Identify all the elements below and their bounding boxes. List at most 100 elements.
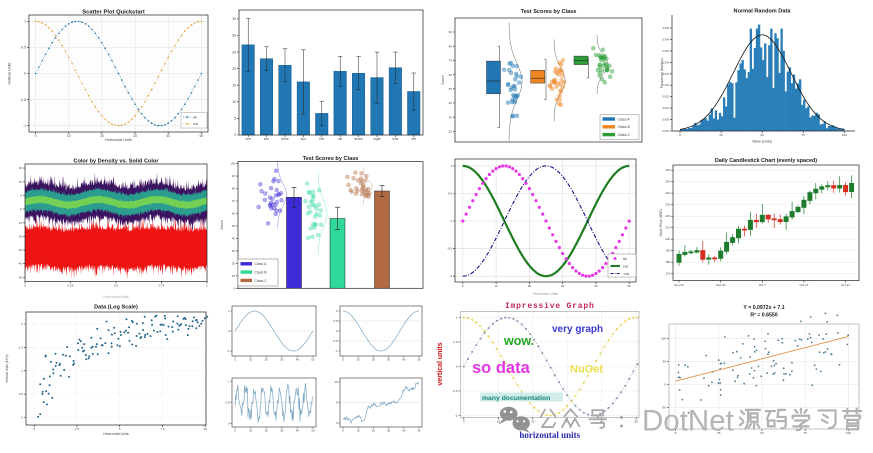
svg-text:nine: nine — [392, 137, 398, 141]
svg-text:Horizontal Units: Horizontal Units — [533, 292, 559, 296]
svg-text:0: 0 — [228, 422, 230, 426]
svg-text:190: 190 — [665, 249, 670, 253]
svg-text:Data (Log Scale): Data (Log Scale) — [94, 305, 138, 311]
svg-text:5: 5 — [20, 193, 22, 197]
svg-text:0.5: 0.5 — [226, 401, 230, 405]
svg-text:-35: -35 — [18, 248, 22, 252]
svg-text:0: 0 — [234, 428, 236, 432]
svg-text:0: 0 — [24, 284, 26, 288]
svg-text:0.045: 0.045 — [663, 26, 670, 30]
svg-text:0.25: 0.25 — [68, 284, 74, 288]
svg-text:Daily Candlestick Chart (evenl: Daily Candlestick Chart (evenly spaced) — [715, 158, 817, 164]
svg-text:two: two — [264, 137, 269, 141]
svg-text:40: 40 — [449, 101, 453, 105]
svg-text:1: 1 — [456, 316, 458, 320]
svg-text:four: four — [301, 137, 307, 141]
svg-text:0.5: 0.5 — [114, 284, 119, 288]
svg-text:Horizontal Units: Horizontal Units — [103, 432, 129, 436]
svg-text:-55: -55 — [18, 275, 22, 279]
svg-text:260: 260 — [665, 168, 670, 172]
svg-text:1.5: 1.5 — [19, 345, 24, 349]
svg-text:0: 0 — [342, 428, 344, 432]
svg-text:Score: Score — [220, 220, 224, 229]
svg-text:0.015: 0.015 — [663, 95, 670, 99]
svg-text:10: 10 — [204, 427, 208, 431]
svg-text:7.5: 7.5 — [160, 427, 165, 431]
svg-text:NuGet: NuGet — [570, 364, 603, 376]
svg-text:0.030: 0.030 — [663, 60, 670, 64]
svg-text:0: 0 — [342, 357, 344, 361]
svg-text:Class B: Class B — [255, 271, 268, 275]
svg-text:Vertical Units (10^x): Vertical Units (10^x) — [5, 354, 9, 382]
svg-text:10: 10 — [249, 357, 253, 361]
svg-text:-45: -45 — [18, 262, 22, 266]
svg-text:vertical units: vertical units — [437, 342, 444, 385]
svg-text:Class B: Class B — [618, 125, 631, 129]
svg-text:40: 40 — [232, 236, 236, 240]
svg-text:one: one — [246, 137, 252, 141]
svg-text:cos: cos — [193, 122, 198, 126]
svg-text:-1: -1 — [23, 124, 26, 128]
svg-text:five: five — [319, 137, 324, 141]
svg-text:Frequency (fraction): Frequency (fraction) — [660, 58, 664, 88]
svg-text:0: 0 — [675, 431, 677, 435]
svg-text:1: 1 — [228, 379, 230, 383]
svg-text:-50: -50 — [662, 406, 667, 410]
svg-text:50: 50 — [760, 431, 764, 435]
svg-text:5: 5 — [119, 427, 121, 431]
svg-text:0.000: 0.000 — [663, 129, 670, 133]
svg-text:10: 10 — [494, 284, 498, 288]
svg-text:10: 10 — [249, 428, 253, 432]
svg-text:1: 1 — [228, 309, 230, 313]
svg-text:wow.: wow. — [503, 334, 534, 348]
svg-text:Test Scores by Class: Test Scores by Class — [303, 156, 359, 162]
svg-text:ten: ten — [412, 137, 417, 141]
svg-text:40: 40 — [296, 357, 300, 361]
svg-text:-1: -1 — [227, 349, 230, 353]
svg-text:Class C: Class C — [255, 279, 268, 283]
svg-text:20: 20 — [449, 130, 453, 134]
svg-text:Class A: Class A — [255, 262, 268, 266]
svg-text:70: 70 — [449, 59, 453, 63]
svg-text:30: 30 — [387, 428, 391, 432]
svg-text:0: 0 — [33, 427, 35, 431]
svg-text:90: 90 — [449, 30, 453, 34]
svg-text:40: 40 — [402, 428, 406, 432]
svg-text:Oct 21: Oct 21 — [841, 283, 850, 287]
svg-text:0.5: 0.5 — [19, 392, 24, 396]
svg-text:eight: eight — [374, 137, 381, 141]
svg-text:50: 50 — [635, 420, 639, 424]
svg-text:50: 50 — [417, 428, 421, 432]
svg-text:250: 250 — [665, 180, 670, 184]
svg-text:0.010: 0.010 — [663, 106, 670, 110]
svg-text:-0.5: -0.5 — [447, 247, 453, 251]
svg-text:Class A: Class A — [618, 117, 631, 121]
svg-text:0.5: 0.5 — [453, 340, 458, 344]
svg-text:0: 0 — [456, 365, 458, 369]
svg-text:0: 0 — [234, 357, 236, 361]
svg-text:seven: seven — [354, 137, 363, 141]
svg-text:cos: cos — [623, 264, 628, 268]
svg-text:5: 5 — [336, 401, 338, 405]
svg-text:1: 1 — [24, 20, 26, 24]
svg-text:10: 10 — [497, 420, 501, 424]
svg-text:30: 30 — [449, 115, 453, 119]
svg-text:20: 20 — [528, 284, 532, 288]
svg-text:70: 70 — [232, 199, 236, 203]
svg-text:Horizontal Units: Horizontal Units — [103, 295, 129, 299]
svg-text:30: 30 — [280, 357, 284, 361]
svg-text:80: 80 — [232, 187, 236, 191]
svg-text:three: three — [281, 137, 288, 141]
svg-text:50: 50 — [417, 357, 421, 361]
svg-text:Score: Score — [441, 75, 445, 84]
svg-text:0.5: 0.5 — [334, 319, 338, 323]
svg-text:0: 0 — [462, 284, 464, 288]
svg-text:0.75: 0.75 — [159, 284, 165, 288]
svg-text:30: 30 — [280, 428, 284, 432]
svg-text:Sep 30: Sep 30 — [716, 283, 726, 287]
svg-text:30: 30 — [133, 134, 137, 138]
svg-text:Horizontal Units: Horizontal Units — [105, 138, 132, 142]
svg-text:0: 0 — [450, 219, 452, 223]
svg-text:40: 40 — [402, 357, 406, 361]
svg-text:Scatter Plot Quickstart: Scatter Plot Quickstart — [82, 10, 145, 16]
